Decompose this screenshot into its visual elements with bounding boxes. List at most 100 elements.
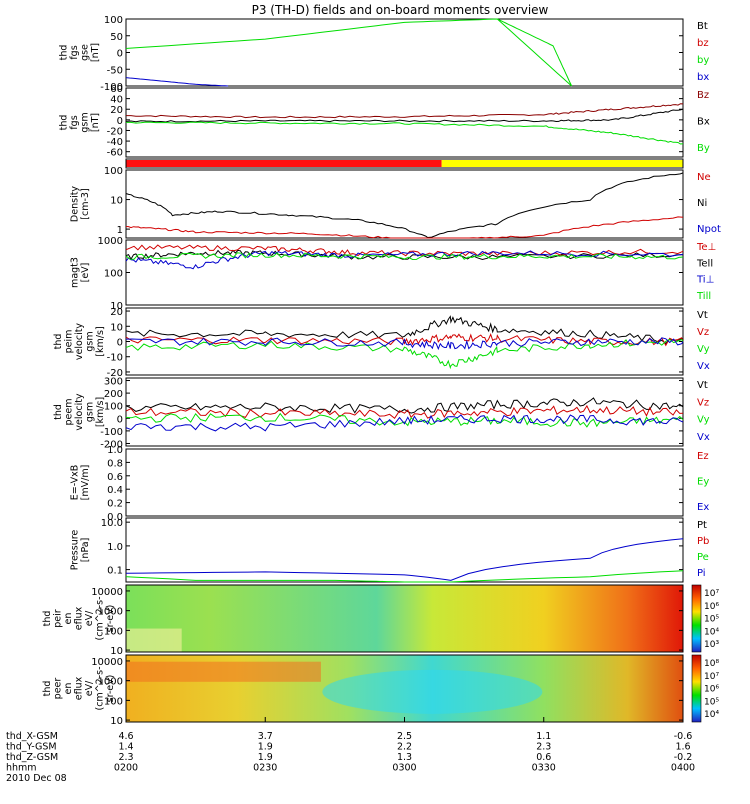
density-ytick-label: 100 [104,166,123,177]
fgs-gsm-ytick-label: 40 [110,95,123,106]
orbit-value: 1.6 [675,742,690,753]
peem-vel-legend-vz: Vz [697,327,709,338]
orbit-value: 2.3 [118,752,133,763]
orbit-value: 4.6 [118,731,133,742]
density-legend-npot: Npot [697,224,721,235]
peem-vel-legend-vy: Vy [697,344,710,355]
peir-spec-ylabel: en [63,613,74,625]
peir-spec-frame [125,584,684,653]
peer-spec-ylabel: eV/ [84,680,95,696]
orbit-value: 0400 [671,763,695,774]
peim-vel-ylabel: thd [53,404,64,420]
peim-vel-ytick-label: -100 [100,427,123,438]
peim-vel-ylabel: [km/s] [95,397,106,427]
peem-vel-ylabel: [km/s] [95,326,106,356]
orbit-value: 0200 [114,763,138,774]
peim-vel-ylabel: velocity [74,393,85,431]
pressure-legend-pe: Pe [697,552,709,563]
pressure-legend-pt: Pt [697,520,707,531]
density-series-ne [125,216,684,239]
peir-spec-ylabel: sr-eV) [105,605,116,633]
peir-spec-colorbar-label: 10⁵ [704,615,719,625]
fgs-gse-ylabel: [nT] [90,43,101,62]
peer-spec-colorbar-label: 10⁸ [704,659,719,669]
density-ylabel: [cm-3] [80,188,91,219]
fgs-gsm-series-bx [125,108,684,123]
peim-vel-ytick-label: 300 [104,377,123,388]
pressure-series-pe [125,570,684,583]
peer-spec-ylabel: sr-eV) [105,675,116,703]
peim-vel-ylabel: peem [64,399,75,426]
peem-vel-ytick-label: -10 [107,353,123,364]
density-frame [125,169,684,239]
peer-spec-colorbar-label: 10⁴ [704,710,719,720]
temp-ytick-label: 1000 [98,236,123,247]
orbit-value: 0300 [392,763,416,774]
figure-title: P3 (TH-D) fields and on-board moments ov… [252,3,549,17]
temp-series-till [125,252,684,261]
peem-vel-ytick-label: 0 [117,338,123,349]
fgs-gsm-ytick-label: 60 [110,84,123,95]
peir-spec-ytick-label: 10000 [91,587,123,598]
peem-vel-ylabel: velocity [74,323,85,361]
peim-vel-frame [125,377,684,447]
orbit-row-label: thd_Z-GSM [6,752,58,763]
orbit-value: 1.9 [258,742,273,753]
efield-legend-ey: Ey [697,477,709,488]
peem-vel-series-vz [125,333,684,347]
density-series-ni [125,172,684,239]
fgs-gse-legend-by: by [697,55,709,66]
peer-spec-ytick-label: 1000 [98,677,123,688]
density-ylabel: Density [70,186,81,222]
orbit-value: 2.5 [397,731,412,742]
fgs-gse-ylabel: gse [80,44,91,61]
orbit-value: 0330 [532,763,556,774]
peir-spec-ytick-label: 10 [110,646,123,657]
density-ytick-label: 1 [117,225,123,236]
fgs-gsm-ytick-label: 0 [117,116,123,127]
peem-vel-ytick-label: -20 [107,368,123,379]
peim-vel-legend-vy: Vy [697,415,710,426]
efield-ytick-label: 0.4 [107,485,123,496]
peem-vel-series-vx [125,337,684,351]
peir-spec-colorbar-label: 10⁴ [704,627,719,637]
peim-vel-series-vt [125,397,684,414]
peem-vel-ytick-label: 20 [110,307,123,318]
orbit-value: 3.7 [258,731,273,742]
peim-vel-series-vz [125,404,684,420]
pressure-ytick-label: 10.0 [101,518,123,529]
peer-spec-high-flux-band [126,661,321,682]
pressure-ylabel: [nPa] [80,538,91,563]
fgs-gse-ytick-label: 100 [104,15,123,26]
peer-spec-colorbar-label: 10⁵ [704,697,719,707]
efield-ytick-label: 1.0 [107,445,123,456]
peer-spec-ylabel: thd [42,681,53,697]
fgs-gsm-ylabel: [nT] [90,113,101,132]
peim-vel-legend-vx: Vx [697,432,710,443]
pressure-ytick-label: 1.0 [107,542,123,553]
temp-ytick-label: 10 [110,301,123,312]
fgs-gse-ytick-label: -100 [100,82,123,93]
peim-vel-ytick-label: -200 [100,439,123,450]
fgs-gse-ylabel: fgs [69,45,80,59]
fgs-gse-ytick-label: 0 [117,49,123,60]
fgs-gsm-series-by [126,121,684,145]
peim-vel-series-vy [125,412,684,428]
mode-bar-frame [125,158,684,169]
peer-spec-ylabel: eflux [74,676,85,700]
orbit-value: -0.2 [674,752,693,763]
fgs-gse-series-bt [125,18,572,87]
peim-vel-ytick-label: 100 [104,402,123,413]
peer-spec-low-flux-region [322,669,543,714]
fgs-gse-ytick-label: 50 [110,32,123,43]
peir-spec-colorbar [691,584,702,653]
peir-spec-colorbar-label: 10³ [704,640,719,650]
orbit-row-label: thd_Y-GSM [6,742,57,753]
efield-ytick-label: 0.2 [107,499,123,510]
peim-vel-ytick-label: 0 [117,414,123,425]
efield-ylabel: E=-VxB [70,465,81,500]
peir-spec-low-energy-patch [126,628,182,652]
fgs-gse-legend-bt: Bt [697,21,708,32]
temp-ylabel: [eV] [80,263,91,283]
